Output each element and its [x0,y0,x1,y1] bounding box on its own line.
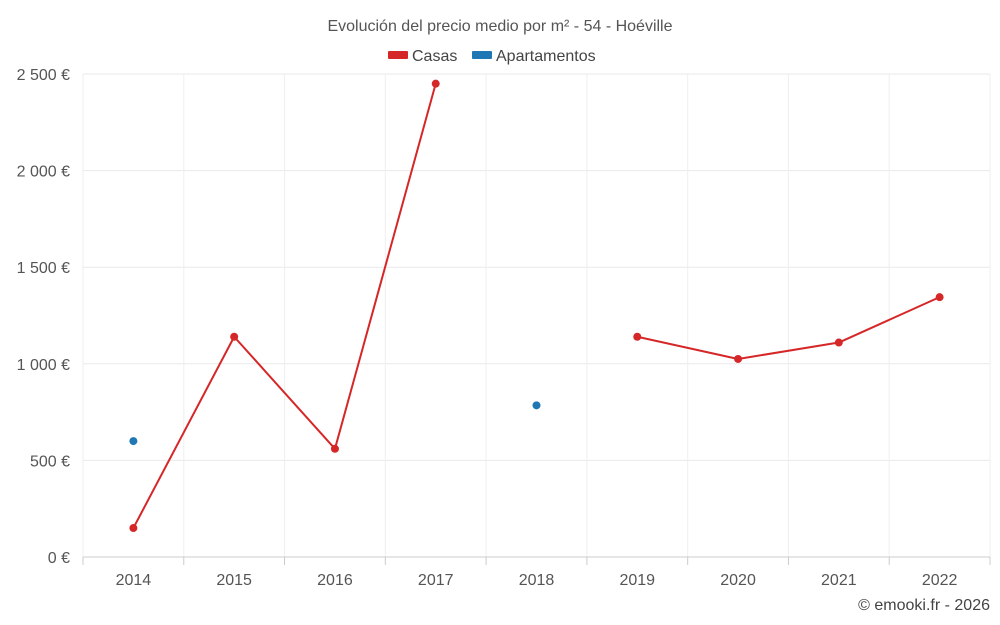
y-tick-label: 500 € [30,453,70,470]
series-line-casas [637,296,941,360]
data-point-casas[interactable] [230,332,239,341]
data-point-casas[interactable] [633,332,642,341]
axes: 0 € 500 € 1 000 € 1 500 € 2 000 € 2 500 € 2014… [17,67,991,589]
y-tick-label: 1 500 € [17,260,70,277]
x-tick-label: 2021 [821,572,857,589]
series-layer [129,79,944,533]
legend-label-casas[interactable]: Casas [412,48,457,65]
y-tick-label: 0 € [48,550,70,567]
y-tick-label: 1 000 € [17,357,70,374]
legend-label-apartamentos[interactable]: Apartamentos [496,48,596,65]
x-tick-label: 2014 [116,572,152,589]
y-tick-label: 2 500 € [17,67,70,84]
grid [82,73,991,557]
x-tick-label: 2022 [922,572,958,589]
data-point-casas[interactable] [935,293,944,302]
legend-swatch-casas [388,51,408,59]
data-point-casas[interactable] [431,79,440,88]
x-tick-label: 2017 [418,572,454,589]
chart-title: Evolución del precio medio por m² - 54 -… [327,18,672,35]
series-line-casas [132,83,437,529]
x-tick-label: 2015 [216,572,252,589]
data-point-casas[interactable] [129,524,138,533]
data-point-apartamentos[interactable] [532,401,541,410]
x-tick-label: 2020 [720,572,756,589]
series-apartamentos [129,401,541,446]
data-point-casas[interactable] [734,354,743,363]
data-point-casas[interactable] [834,338,843,347]
x-tick-label: 2016 [317,572,353,589]
y-tick-label: 2 000 € [17,164,70,181]
credit-text: © emooki.fr - 2026 [858,597,990,614]
legend-swatch-apartamentos [472,51,492,59]
data-point-casas[interactable] [330,444,339,453]
data-point-apartamentos[interactable] [129,437,138,446]
series-casas [129,79,944,533]
x-tick-label: 2018 [519,572,555,589]
legend: Casas Apartamentos [388,48,596,65]
x-tick-label: 2019 [619,572,655,589]
